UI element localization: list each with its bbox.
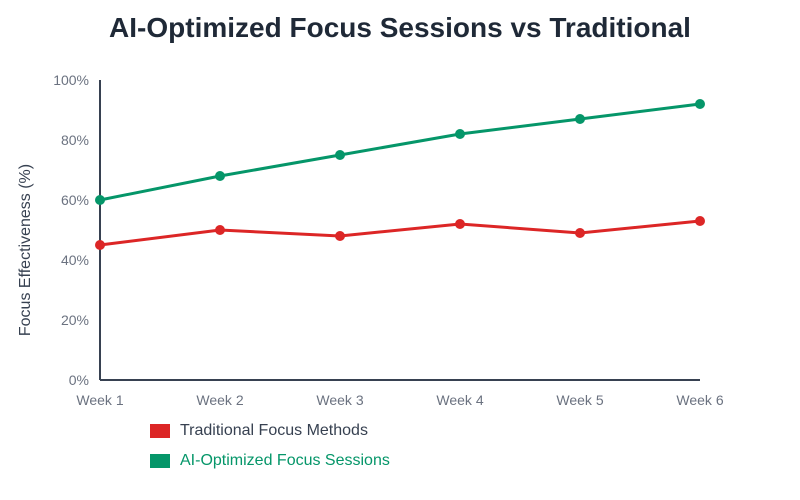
x-tick-label: Week 2: [196, 392, 243, 408]
y-tick-label: 20%: [61, 312, 89, 328]
x-tick-label: Week 3: [316, 392, 363, 408]
legend-label: Traditional Focus Methods: [180, 422, 368, 439]
x-tick-label: Week 1: [76, 392, 123, 408]
legend-swatch: [150, 424, 170, 438]
data-point[interactable]: [455, 129, 465, 139]
data-point[interactable]: [95, 195, 105, 205]
series-0: [95, 216, 705, 250]
data-point[interactable]: [455, 219, 465, 229]
x-axis-ticks: Week 1 Week 2 Week 3 Week 4 Week 5 Week 6: [76, 392, 723, 408]
legend: Traditional Focus Methods AI-Optimized Fo…: [150, 416, 390, 476]
legend-item[interactable]: Traditional Focus Methods: [150, 416, 390, 446]
y-tick-label: 40%: [61, 252, 89, 268]
y-axis-ticks: 0% 20% 40% 60% 80% 100%: [53, 72, 89, 388]
y-axis-label: Focus Effectiveness (%): [17, 164, 34, 336]
series-1: [95, 99, 705, 205]
series-layer: [95, 99, 705, 250]
data-point[interactable]: [695, 216, 705, 226]
series-line: [99, 102, 701, 202]
data-point[interactable]: [95, 240, 105, 250]
y-tick-label: 100%: [53, 72, 89, 88]
y-tick-label: 60%: [61, 192, 89, 208]
data-point[interactable]: [335, 150, 345, 160]
data-point[interactable]: [575, 228, 585, 238]
data-point[interactable]: [335, 231, 345, 241]
data-point[interactable]: [575, 114, 585, 124]
x-tick-label: Week 4: [436, 392, 483, 408]
data-point[interactable]: [695, 99, 705, 109]
series-line: [99, 219, 701, 247]
data-point[interactable]: [215, 171, 225, 181]
data-point[interactable]: [215, 225, 225, 235]
x-tick-label: Week 5: [556, 392, 603, 408]
y-tick-label: 80%: [61, 132, 89, 148]
legend-swatch: [150, 454, 170, 468]
legend-item[interactable]: AI-Optimized Focus Sessions: [150, 446, 390, 476]
legend-label: AI-Optimized Focus Sessions: [180, 452, 390, 469]
x-tick-label: Week 6: [676, 392, 723, 408]
chart-title: AI-Optimized Focus Sessions vs Tradition…: [109, 12, 691, 43]
y-tick-label: 0%: [69, 372, 89, 388]
